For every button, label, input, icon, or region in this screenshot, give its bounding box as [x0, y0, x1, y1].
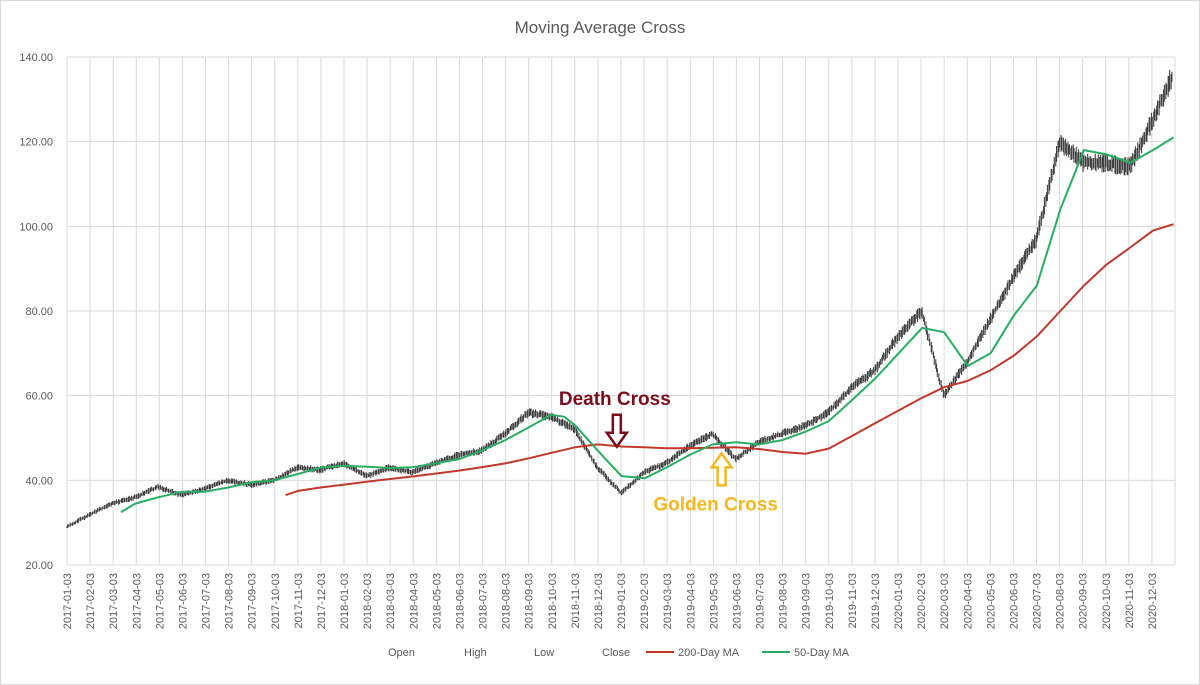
x-tick-label: 2018-06-03: [454, 573, 466, 629]
annotations: Death Cross Golden Cross: [559, 389, 778, 516]
x-tick-label: 2017-11-03: [293, 573, 305, 628]
y-tick-label: 40.00: [25, 475, 53, 487]
x-tick-label: 2020-06-03: [1008, 573, 1020, 629]
x-tick-label: 2020-03-03: [939, 573, 951, 629]
x-tick-label: 2018-03-03: [385, 573, 397, 629]
annotation-arrow: [604, 413, 630, 449]
x-tick-label: 2017-12-03: [316, 573, 328, 629]
x-tick-label: 2017-01-03: [62, 573, 74, 629]
x-tick-label: 2019-02-03: [639, 573, 651, 629]
y-tick-label: 80.00: [25, 306, 53, 318]
x-tick-label: 2018-02-03: [362, 573, 374, 629]
x-tick-label: 2019-11-03: [847, 573, 859, 628]
x-tick-label: 2020-08-03: [1055, 573, 1067, 629]
x-tick-label: 2018-01-03: [339, 573, 351, 629]
series-line-200-day-ma: [285, 223, 1174, 497]
annotation-arrow: [709, 451, 735, 487]
x-tick-label: 2018-05-03: [431, 573, 443, 629]
series-line-50-day-ma: [120, 136, 1175, 513]
y-tick-label: 60.00: [25, 391, 53, 403]
x-tick-label: 2019-10-03: [824, 573, 836, 629]
legend-label: High: [464, 647, 487, 659]
x-tick-label: 2017-07-03: [201, 573, 213, 629]
x-tick-label: 2017-08-03: [224, 573, 236, 629]
y-tick-label: 120.00: [19, 137, 53, 149]
annotation-label: Golden Cross: [653, 494, 778, 515]
x-tick-label: 2020-01-03: [893, 573, 905, 629]
grid-lines: [66, 56, 1176, 566]
legend-label: Close: [602, 647, 630, 659]
x-tick-label: 2018-11-03: [570, 573, 582, 628]
legend-label: Low: [534, 647, 554, 659]
x-tick-label: 2017-09-03: [247, 573, 259, 629]
y-tick-label: 140.00: [19, 52, 53, 64]
x-tick-label: 2017-03-03: [108, 573, 120, 629]
x-axis-ticks: 2017-01-03 2017-02-03 2017-03-03 2017-04-03…: [62, 573, 1159, 629]
x-tick-label: 2019-03-03: [662, 573, 674, 629]
x-tick-label: 2020-05-03: [985, 573, 997, 629]
x-tick-label: 2019-12-03: [870, 573, 882, 629]
x-tick-label: 2018-10-03: [547, 573, 559, 629]
x-tick-label: 2018-08-03: [501, 573, 513, 629]
x-tick-label: 2019-06-03: [731, 573, 743, 629]
annotation-label: Death Cross: [559, 389, 671, 410]
x-tick-label: 2020-02-03: [916, 573, 928, 629]
x-tick-label: 2020-12-03: [1147, 573, 1159, 629]
x-tick-label: 2018-09-03: [524, 573, 536, 629]
legend: Open High Low Close 200-Day MA 50-Day MA: [388, 647, 850, 659]
x-tick-label: 2017-05-03: [154, 573, 166, 629]
x-tick-label: 2019-07-03: [755, 573, 767, 629]
price-candles: [66, 69, 1173, 529]
x-tick-label: 2020-04-03: [962, 573, 974, 629]
x-tick-label: 2018-04-03: [408, 573, 420, 629]
x-tick-label: 2019-08-03: [778, 573, 790, 629]
x-tick-label: 2019-05-03: [708, 573, 720, 629]
x-tick-label: 2019-01-03: [616, 573, 628, 629]
legend-label: 200-Day MA: [678, 647, 740, 659]
x-tick-label: 2017-06-03: [177, 573, 189, 629]
x-tick-label: 2018-07-03: [478, 573, 490, 629]
legend-label: Open: [388, 647, 415, 659]
x-tick-label: 2019-09-03: [801, 573, 813, 629]
x-tick-label: 2017-10-03: [270, 573, 282, 629]
x-tick-label: 2018-12-03: [593, 573, 605, 629]
y-axis-ticks: 20.00 40.00 60.00 80.00 100.00 120.00 140.00: [19, 52, 53, 572]
x-tick-label: 2017-02-03: [85, 573, 97, 629]
series-lines: [120, 136, 1175, 513]
x-tick-label: 2020-11-03: [1124, 573, 1136, 628]
y-tick-label: 20.00: [25, 560, 53, 572]
legend-label: 50-Day MA: [794, 647, 850, 659]
x-tick-label: 2020-07-03: [1032, 573, 1044, 629]
x-tick-label: 2017-04-03: [131, 573, 143, 629]
x-tick-label: 2019-04-03: [685, 573, 697, 629]
x-tick-label: 2020-09-03: [1078, 573, 1090, 629]
chart-title: Moving Average Cross: [514, 18, 686, 37]
y-tick-label: 100.00: [19, 221, 53, 233]
x-tick-label: 2020-10-03: [1101, 573, 1113, 629]
